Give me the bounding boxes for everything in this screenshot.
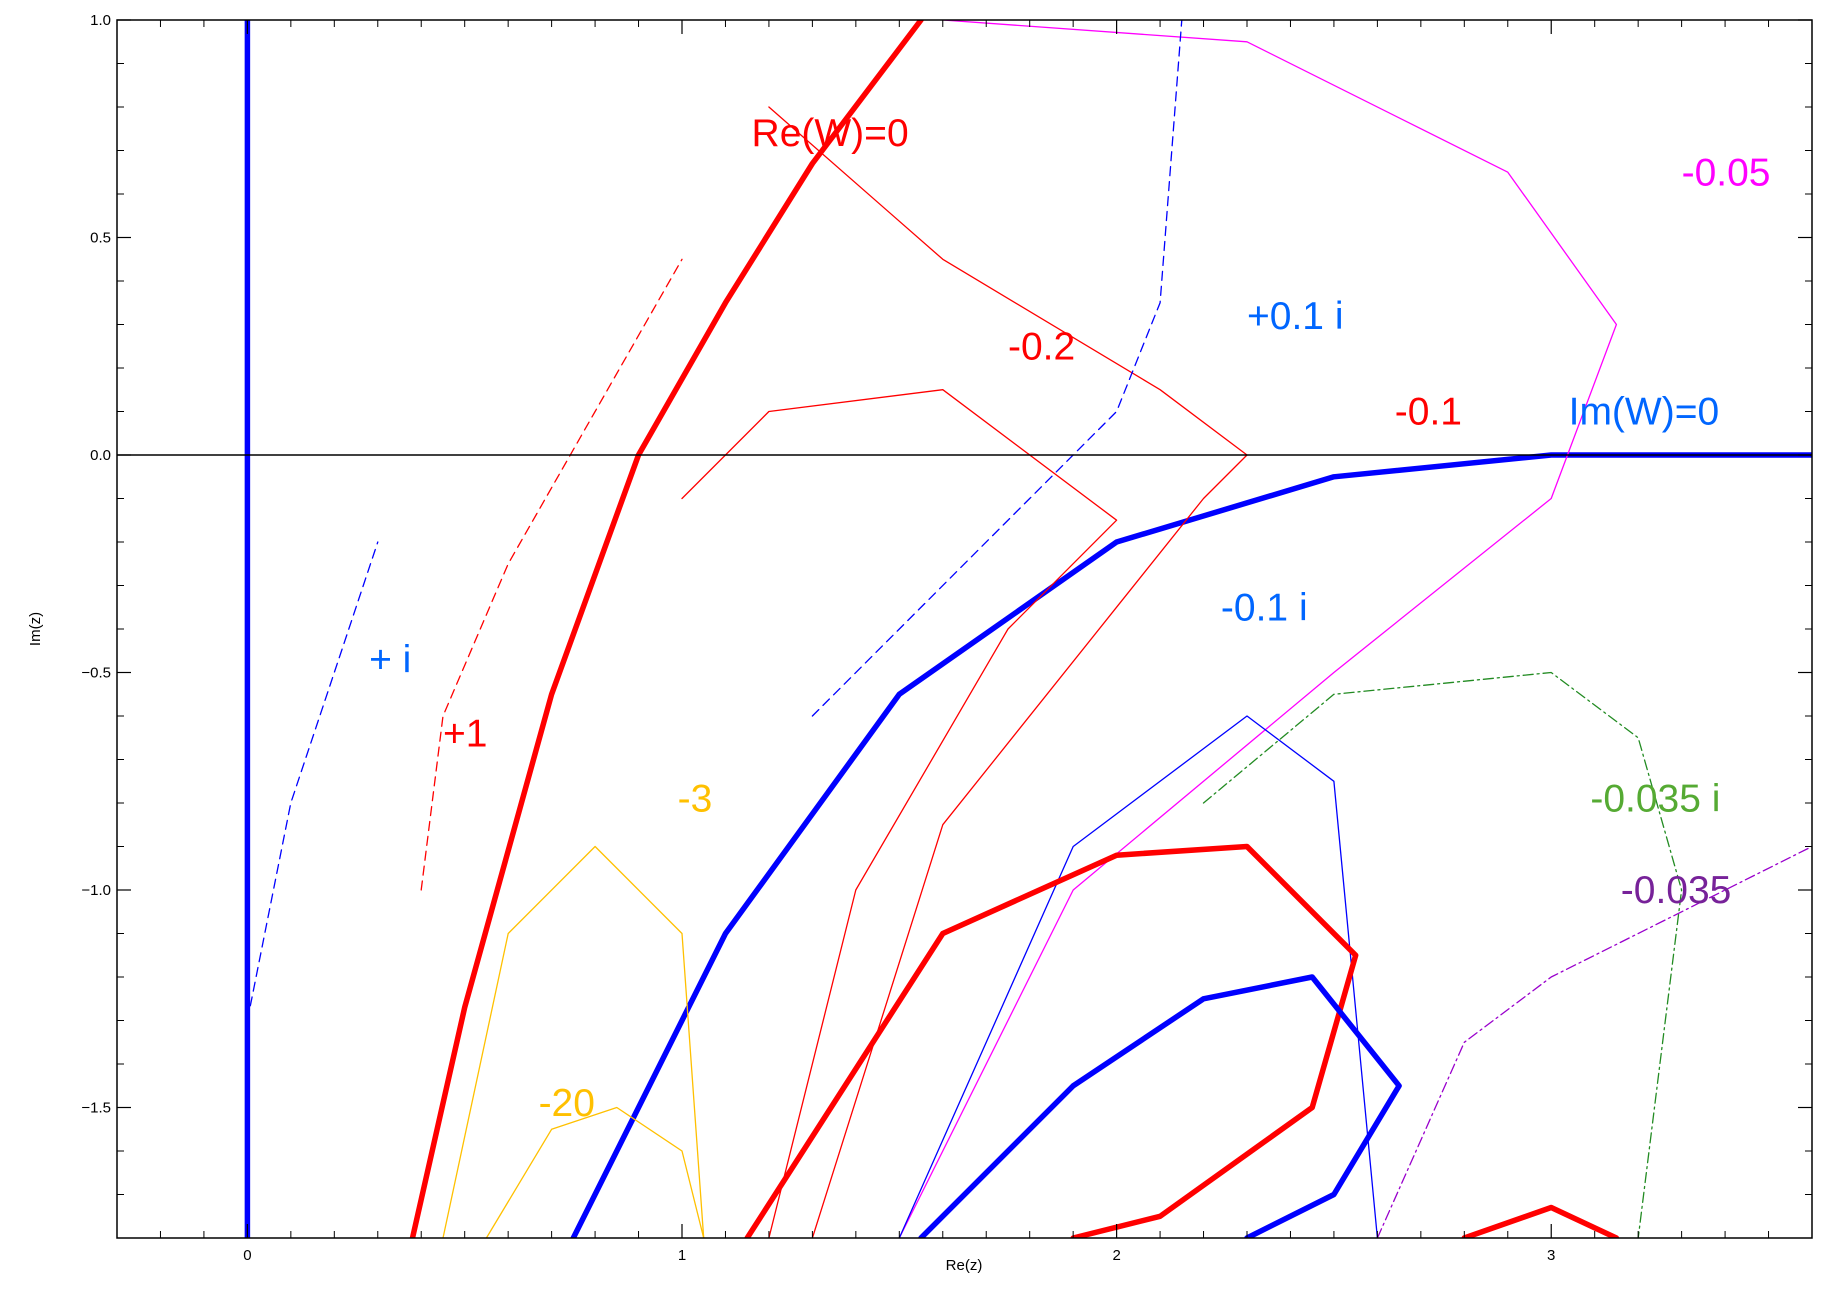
annotation-0-1: -0.1 — [1395, 391, 1462, 434]
annotation-re-w-0: Re(W)=0 — [752, 112, 909, 155]
annotation-0-1-i: +0.1 i — [1247, 295, 1344, 338]
annotation-layer: Re(W)=0 -0.05 -0.2 +0.1 i -0.1 Im(W)=0 -0.1 i +… — [369, 112, 1770, 1125]
annotation-i: + i — [369, 639, 411, 682]
x-tick-label: 1 — [678, 1247, 686, 1264]
annotation-0-05: -0.05 — [1682, 151, 1771, 194]
annotation-im-w-0: Im(W)=0 — [1569, 391, 1720, 434]
contour-1-13 — [420, 258, 683, 891]
annotation-1: +1 — [443, 712, 487, 755]
contour-third-re-w-0-branch-16 — [1461, 1204, 1620, 1238]
series-layer — [244, 20, 1812, 1238]
y-tick-label: −1.5 — [81, 1100, 111, 1117]
contour-second-re-w-0-branch-14 — [744, 843, 1359, 1238]
y-tick-label: 1.0 — [90, 12, 111, 29]
annotation-0-1-i: -0.1 i — [1221, 586, 1308, 629]
annotation-3: -3 — [678, 778, 713, 821]
annotation-0-2: -0.2 — [1008, 325, 1075, 368]
contour-3-8 — [442, 845, 705, 1238]
tick-layer: 0 1 2 3 1.0 0.5 0.0 −0.5 −1.0 −1.5 — [81, 12, 1813, 1264]
y-tick-label: −0.5 — [81, 665, 111, 682]
x-tick-label: 0 — [243, 1247, 251, 1264]
contour-0-035-6 — [1376, 845, 1812, 1238]
x-tick-label: 2 — [1112, 1247, 1120, 1264]
annotation-0-035: -0.035 — [1621, 869, 1732, 912]
contour-0-2-4 — [681, 389, 1118, 1238]
y-tick-label: −1.0 — [81, 882, 111, 899]
contour-i-12 — [246, 541, 379, 1022]
annotation-0-035-i: -0.035 i — [1590, 778, 1720, 821]
x-tick-label: 3 — [1547, 1247, 1555, 1264]
x-axis-title: Re(z) — [946, 1257, 983, 1274]
y-tick-label: 0.0 — [90, 447, 111, 464]
contour-second-im-w-0-branch-15 — [918, 974, 1402, 1238]
contour-0-1-3 — [768, 106, 1248, 1238]
contour-0-1-i-11 — [898, 715, 1379, 1238]
annotation-20: -20 — [539, 1082, 595, 1125]
contour-0-035-i-7 — [1202, 671, 1683, 1238]
plot-background — [117, 20, 1812, 1238]
y-axis-title: Im(z) — [27, 612, 44, 646]
y-tick-label: 0.5 — [90, 230, 111, 247]
contour-20-9 — [485, 1106, 705, 1238]
